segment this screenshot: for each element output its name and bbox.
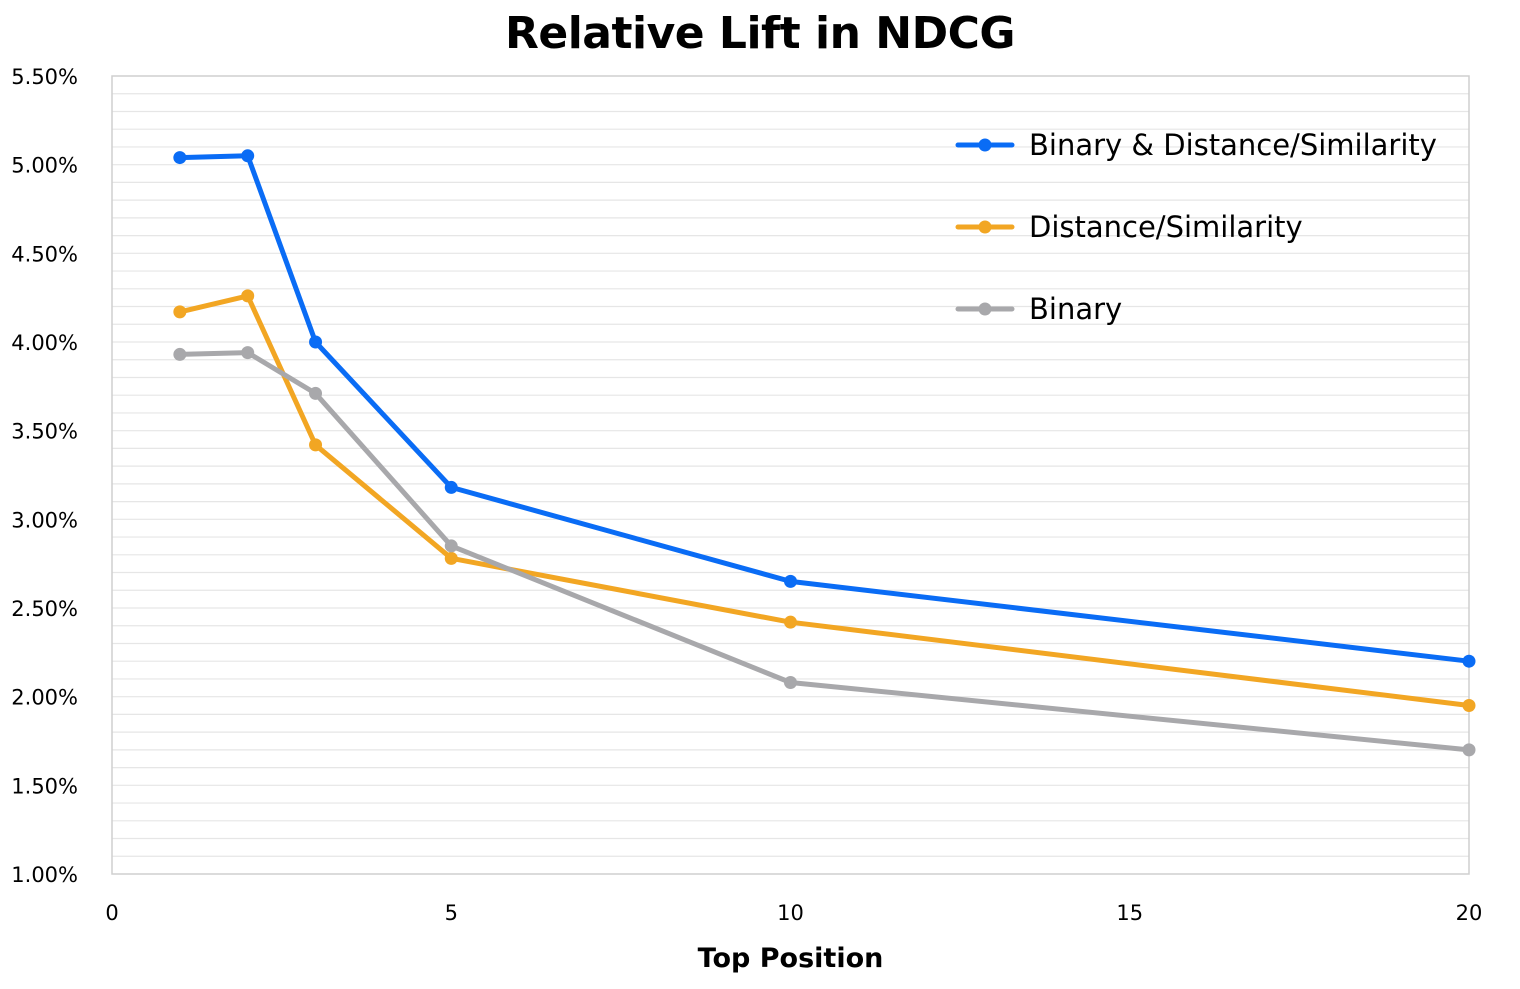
data-point — [444, 539, 458, 553]
data-point — [173, 305, 187, 319]
y-tick-label: 3.50% — [11, 420, 78, 444]
x-axis-title: Top Position — [698, 943, 884, 974]
series-1 — [173, 149, 1476, 668]
y-tick-label: 3.00% — [11, 508, 78, 532]
legend-swatch-marker — [978, 302, 992, 316]
data-point — [241, 346, 255, 360]
y-tick-label: 5.50% — [11, 65, 78, 89]
data-point — [173, 151, 187, 165]
legend-item: Binary — [955, 292, 1122, 326]
series-3 — [173, 346, 1476, 757]
data-point — [1462, 743, 1476, 757]
data-point — [444, 551, 458, 565]
data-point — [309, 335, 323, 349]
x-tick-label: 15 — [1116, 901, 1143, 925]
legend-label: Distance/Similarity — [1029, 210, 1303, 244]
y-tick-label: 5.00% — [11, 154, 78, 178]
data-point — [784, 675, 797, 689]
data-point — [444, 480, 458, 494]
series-2 — [173, 289, 1476, 713]
data-point — [784, 574, 797, 588]
series-line — [177, 293, 1472, 708]
y-tick-label: 1.50% — [11, 774, 78, 798]
y-tick-label: 1.00% — [11, 863, 78, 887]
x-axis: 0 5 10 15 20 — [105, 901, 1482, 925]
series-line — [177, 350, 1472, 753]
y-tick-label: 2.00% — [11, 686, 78, 710]
series-line — [177, 153, 1472, 664]
x-tick-label: 20 — [1456, 901, 1483, 925]
x-tick-label: 5 — [445, 901, 458, 925]
data-point — [309, 438, 323, 452]
data-point — [784, 615, 797, 629]
y-tick-label: 4.50% — [11, 242, 78, 266]
x-tick-label: 0 — [105, 901, 118, 925]
x-tick-label: 10 — [777, 901, 804, 925]
data-point — [1462, 699, 1476, 713]
grid — [112, 93, 1469, 857]
legend: Binary & Distance/Similarity Distance/Sim… — [955, 128, 1437, 326]
data-point — [1462, 654, 1476, 668]
data-point — [173, 347, 187, 361]
legend-swatch-marker — [978, 220, 992, 234]
chart-title: Relative Lift in NDCG — [504, 8, 1016, 59]
data-point — [241, 149, 255, 163]
legend-item: Binary & Distance/Similarity — [955, 128, 1437, 162]
legend-label: Binary — [1029, 292, 1122, 326]
plot-frame — [111, 75, 1470, 875]
legend-item: Distance/Similarity — [955, 210, 1303, 244]
data-point — [241, 289, 255, 303]
data-point — [309, 386, 323, 400]
legend-swatch-marker — [978, 138, 992, 152]
y-tick-label: 4.00% — [11, 331, 78, 355]
y-tick-label: 2.50% — [11, 597, 78, 621]
legend-label: Binary & Distance/Similarity — [1029, 128, 1437, 162]
y-axis: 1.00% 1.50% 2.00% 2.50% 3.00% 3.50% 4.00% 4.50%… — [11, 65, 78, 887]
